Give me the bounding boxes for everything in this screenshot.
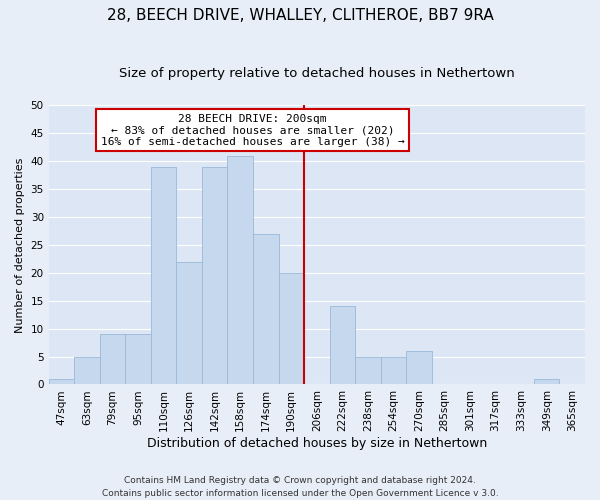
Bar xyxy=(534,379,559,384)
Bar xyxy=(151,166,176,384)
Bar xyxy=(74,356,100,384)
Bar xyxy=(202,166,227,384)
Bar xyxy=(49,379,74,384)
Bar xyxy=(329,306,355,384)
Bar xyxy=(227,156,253,384)
Bar xyxy=(355,356,380,384)
X-axis label: Distribution of detached houses by size in Nethertown: Distribution of detached houses by size … xyxy=(147,437,487,450)
Bar xyxy=(406,351,432,384)
Bar xyxy=(253,234,278,384)
Y-axis label: Number of detached properties: Number of detached properties xyxy=(15,157,25,332)
Bar xyxy=(100,334,125,384)
Bar xyxy=(125,334,151,384)
Bar xyxy=(278,273,304,384)
Text: 28, BEECH DRIVE, WHALLEY, CLITHEROE, BB7 9RA: 28, BEECH DRIVE, WHALLEY, CLITHEROE, BB7… xyxy=(107,8,493,22)
Text: 28 BEECH DRIVE: 200sqm
← 83% of detached houses are smaller (202)
16% of semi-de: 28 BEECH DRIVE: 200sqm ← 83% of detached… xyxy=(101,114,404,147)
Bar xyxy=(380,356,406,384)
Text: Contains HM Land Registry data © Crown copyright and database right 2024.
Contai: Contains HM Land Registry data © Crown c… xyxy=(101,476,499,498)
Bar xyxy=(176,262,202,384)
Title: Size of property relative to detached houses in Nethertown: Size of property relative to detached ho… xyxy=(119,68,515,80)
